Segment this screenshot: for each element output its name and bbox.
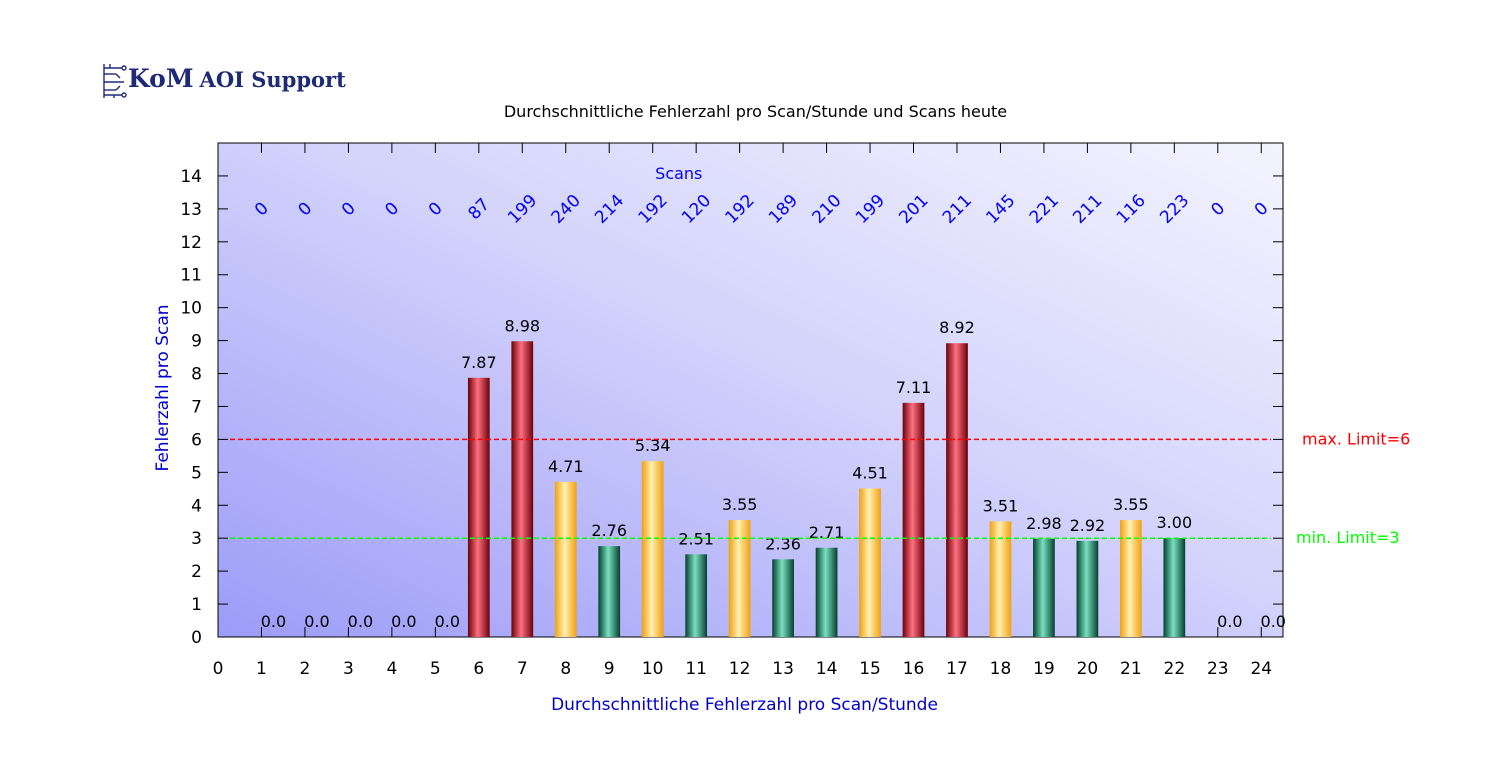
bar-value-label: 4.51 <box>852 463 888 482</box>
bar-value-label: 0.0 <box>435 612 460 631</box>
bar-value-label: 3.00 <box>1157 513 1193 532</box>
bar <box>728 520 751 637</box>
x-tick-label: 9 <box>604 659 615 679</box>
y-tick-label: 10 <box>180 299 202 319</box>
bar <box>641 461 664 637</box>
max-limit-label: max. Limit=6 <box>1302 429 1410 448</box>
y-tick-label: 14 <box>180 167 202 187</box>
y-tick-label: 8 <box>191 365 202 385</box>
x-tick-label: 15 <box>859 659 881 679</box>
bar-value-label: 3.51 <box>983 496 1019 515</box>
x-tick-label: 20 <box>1077 659 1099 679</box>
bar <box>554 481 577 637</box>
x-tick-label: 11 <box>685 659 707 679</box>
circuit-logo-icon <box>103 64 127 98</box>
bar-value-label: 0.0 <box>304 612 329 631</box>
x-tick-label: 4 <box>386 659 397 679</box>
bar-value-label: 8.98 <box>504 316 540 335</box>
y-tick-label: 12 <box>180 233 202 253</box>
y-tick-label: 4 <box>191 496 202 516</box>
x-tick-label: 21 <box>1120 659 1142 679</box>
bar <box>989 521 1012 637</box>
x-tick-label: 12 <box>729 659 751 679</box>
bar <box>1163 538 1186 637</box>
x-tick-label: 1 <box>256 659 267 679</box>
bar-value-label: 0.0 <box>1217 612 1242 631</box>
bar <box>1033 538 1055 637</box>
bar <box>946 343 968 637</box>
bar-value-label: 3.55 <box>722 495 758 514</box>
bar-value-label: 2.98 <box>1026 514 1062 533</box>
bar-value-label: 0.0 <box>1261 612 1286 631</box>
x-tick-label: 19 <box>1033 659 1055 679</box>
bar-value-label: 5.34 <box>635 436 671 455</box>
x-tick-label: 0 <box>213 659 224 679</box>
y-tick-label: 1 <box>191 595 202 615</box>
bar <box>467 377 490 637</box>
x-tick-label: 13 <box>772 659 794 679</box>
x-tick-label: 10 <box>642 659 664 679</box>
x-tick-label: 16 <box>903 659 925 679</box>
bar <box>1119 520 1142 637</box>
y-tick-label: 6 <box>191 430 202 450</box>
y-tick-label: 3 <box>191 529 202 549</box>
x-tick-label: 5 <box>430 659 441 679</box>
x-tick-label: 22 <box>1164 659 1186 679</box>
x-tick-label: 24 <box>1250 659 1272 679</box>
bar <box>685 554 708 637</box>
bar <box>859 488 881 637</box>
x-tick-label: 2 <box>300 659 311 679</box>
x-axis-label: Durchschnittliche Fehlerzahl pro Scan/St… <box>551 695 938 715</box>
y-tick-label: 0 <box>191 628 202 648</box>
y-tick-label: 13 <box>180 200 202 220</box>
x-tick-label: 3 <box>343 659 354 679</box>
logo-brand: KoM <box>128 64 194 93</box>
y-axis-label: Fehlerzahl pro Scan <box>153 304 173 471</box>
y-tick-label: 9 <box>191 332 202 352</box>
bar <box>772 559 794 637</box>
bar <box>1076 540 1099 637</box>
x-tick-label: 7 <box>517 659 528 679</box>
bar-value-label: 0.0 <box>391 612 416 631</box>
x-tick-label: 18 <box>990 659 1012 679</box>
bar-value-label: 2.76 <box>591 521 627 540</box>
bar-value-label: 2.36 <box>765 534 801 553</box>
y-tick-label: 2 <box>191 562 202 582</box>
bar-value-label: 7.87 <box>461 353 497 372</box>
y-tick-label: 11 <box>180 266 202 286</box>
bar <box>511 341 534 637</box>
bar-value-label: 7.11 <box>896 378 932 397</box>
logo-product: AOI Support <box>199 67 346 92</box>
x-tick-label: 8 <box>560 659 571 679</box>
x-tick-label: 6 <box>473 659 484 679</box>
y-tick-label: 5 <box>191 463 202 483</box>
bar-value-label: 2.92 <box>1070 516 1106 535</box>
min-limit-label: min. Limit=3 <box>1296 528 1400 547</box>
chart-title: Durchschnittliche Fehlerzahl pro Scan/St… <box>504 102 1007 121</box>
x-tick-label: 23 <box>1207 659 1229 679</box>
bar-value-label: 0.0 <box>261 612 286 631</box>
y-tick-label: 7 <box>191 397 202 417</box>
scans-header: Scans <box>655 164 702 183</box>
bar <box>815 547 838 637</box>
x-tick-label: 17 <box>946 659 968 679</box>
bar-value-label: 2.71 <box>809 523 845 542</box>
bar-value-label: 4.71 <box>548 457 584 476</box>
bar <box>902 402 925 637</box>
company-logo: KoM AOI Support <box>102 62 362 102</box>
bar <box>598 546 621 637</box>
bar-value-label: 8.92 <box>939 318 975 337</box>
bar-value-label: 0.0 <box>348 612 373 631</box>
x-tick-label: 14 <box>816 659 838 679</box>
bar-value-label: 3.55 <box>1113 495 1149 514</box>
